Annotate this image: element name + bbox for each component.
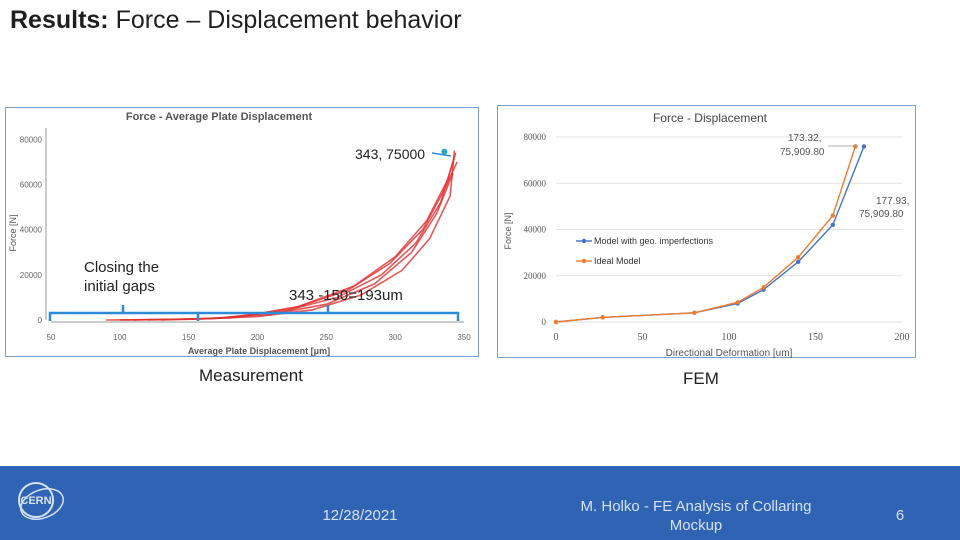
difference-bracket xyxy=(198,311,460,321)
measurement-series-line xyxy=(161,152,457,321)
fem-series-point xyxy=(735,300,740,305)
title-rest: Force – Displacement behavior xyxy=(108,6,462,34)
fem-y-tick-label: 80000 xyxy=(524,132,547,142)
fem-point-label: 75,909.80 xyxy=(859,209,904,220)
measurement-x-axis-label: Average Plate Displacement [μm] xyxy=(188,346,330,356)
cern-logo-text: CERN xyxy=(20,495,51,507)
fem-x-tick-label: 150 xyxy=(808,332,823,343)
fem-legend-marker xyxy=(581,238,587,244)
fem-series-point xyxy=(830,213,835,218)
title-bold: Results: xyxy=(10,6,109,34)
measurement-y-tick-label: 0 xyxy=(38,316,43,325)
fem-legend-label: Model with geo. imperfections xyxy=(594,236,714,246)
measurement-caption: Measurement xyxy=(199,366,303,385)
measurement-y-tick-label: 40000 xyxy=(20,226,43,235)
cern-logo-icon: CERN xyxy=(18,482,64,520)
fem-x-tick-label: 50 xyxy=(638,332,648,343)
fem-legend-label: Ideal Model xyxy=(594,256,641,266)
fem-series-point xyxy=(796,255,801,260)
footer-author: M. Holko - FE Analysis of Collaring Mock… xyxy=(560,497,832,535)
measurement-y-axis-label: Force [N] xyxy=(8,214,18,251)
fem-legend-marker xyxy=(581,258,587,264)
footer-author-line2: Mockup xyxy=(669,517,723,534)
fem-chart-title: Force - Displacement xyxy=(653,111,768,125)
footer-date: 12/28/2021 xyxy=(322,507,398,524)
slide-title: Results: Force – Displacement behavior xyxy=(10,6,462,35)
fem-point-label: 173.32, xyxy=(788,133,821,144)
fem-series-point xyxy=(796,259,801,265)
difference-label: 343 -150=193um xyxy=(289,287,403,304)
measurement-peak-point xyxy=(441,148,448,155)
fem-chart-svg: Force - Displacement Force [N] Direction… xyxy=(503,111,910,359)
fem-series-point xyxy=(830,222,835,228)
measurement-chart-title: Force - Average Plate Displacement xyxy=(126,111,313,123)
closing-gaps-line2: initial gaps xyxy=(84,278,155,295)
measurement-y-tick-label: 20000 xyxy=(20,271,43,280)
footer-bar xyxy=(0,466,960,540)
measurement-x-tick-label: 200 xyxy=(251,333,265,342)
fem-x-tick-label: 100 xyxy=(722,332,737,343)
peak-label: 343, 75000 xyxy=(355,146,425,162)
measurement-chart-svg: Force - Average Plate Displacement Force… xyxy=(8,111,471,356)
fem-y-tick-label: 40000 xyxy=(524,225,547,235)
fem-series-point xyxy=(553,319,559,325)
fem-series-point xyxy=(861,144,867,149)
fem-y-axis-label: Force [N] xyxy=(503,212,513,249)
measurement-x-tick-label: 300 xyxy=(388,333,402,342)
fem-y-tick-label: 0 xyxy=(542,317,547,327)
fem-series-point xyxy=(853,144,858,149)
measurement-x-tick-label: 50 xyxy=(47,333,56,342)
footer-author-line1: M. Holko - FE Analysis of Collaring xyxy=(580,498,812,515)
fem-y-tick-label: 20000 xyxy=(524,271,547,281)
fem-x-tick-label: 0 xyxy=(554,332,559,343)
fem-x-axis-label: Directional Deformation [um] xyxy=(666,348,793,359)
fem-point-label: 177.93, xyxy=(876,196,909,207)
closing-gaps-line1: Closing the xyxy=(84,259,159,276)
peak-arrow xyxy=(431,152,452,157)
measurement-x-tick-label: 100 xyxy=(113,333,127,342)
fem-caption: FEM xyxy=(683,369,719,388)
fem-series-point xyxy=(692,310,697,315)
fem-chart: Force - Displacement Force [N] Direction… xyxy=(497,105,916,359)
fem-y-tick-label: 60000 xyxy=(524,178,547,188)
fem-series-point xyxy=(600,315,605,320)
fem-x-tick-label: 200 xyxy=(895,332,910,343)
fem-point-label: 75,909.80 xyxy=(780,147,825,158)
fem-series-line xyxy=(555,146,856,323)
footer-page-number: 6 xyxy=(895,507,905,524)
measurement-x-tick-label: 350 xyxy=(457,333,471,342)
measurement-y-tick-label: 80000 xyxy=(20,135,43,144)
measurement-y-tick-label: 60000 xyxy=(20,180,43,189)
fem-series-point xyxy=(761,285,766,290)
measurement-series-line xyxy=(119,172,454,321)
measurement-x-tick-label: 250 xyxy=(320,333,334,342)
measurement-chart: Force - Average Plate Displacement Force… xyxy=(5,107,479,357)
measurement-x-tick-label: 150 xyxy=(182,333,196,342)
